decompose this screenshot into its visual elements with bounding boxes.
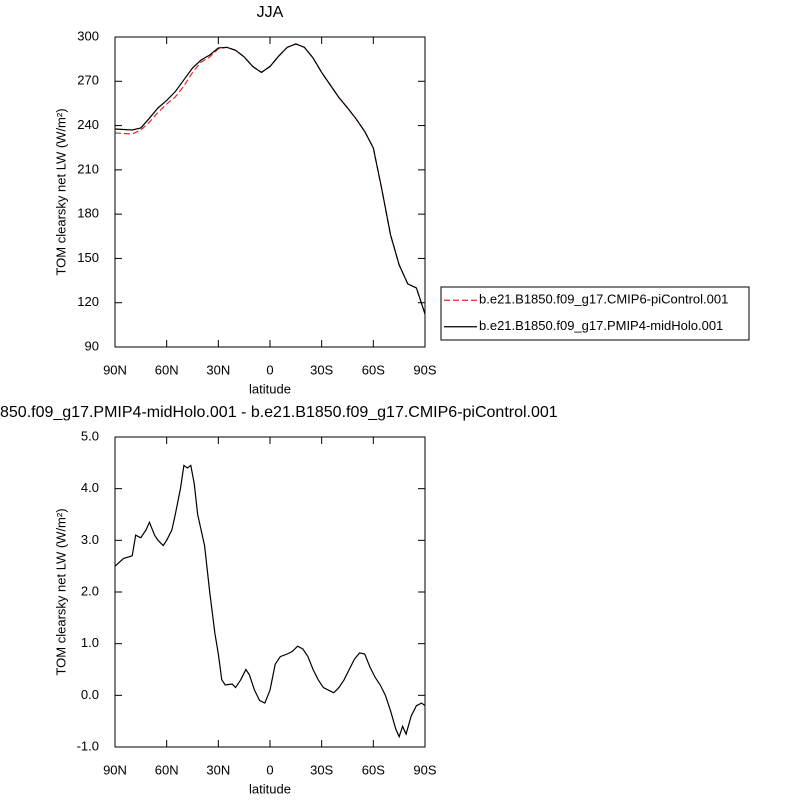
y-tick-label: 2.0 <box>81 583 99 598</box>
y-tick-label: 4.0 <box>81 480 99 495</box>
x-tick-label: 60S <box>362 762 385 777</box>
y-tick-label: 210 <box>77 161 99 176</box>
y-tick-label: -1.0 <box>77 738 99 753</box>
chart-title: 850.f09_g17.PMIP4-midHolo.001 - b.e21.B1… <box>0 404 558 421</box>
x-tick-label: 60N <box>155 362 179 377</box>
y-tick-label: 1.0 <box>81 635 99 650</box>
y-tick-label: 300 <box>77 28 99 43</box>
x-tick-label: 30N <box>206 362 230 377</box>
data-line <box>114 43 426 315</box>
x-tick-label: 30S <box>310 362 333 377</box>
y-tick-label: 120 <box>77 294 99 309</box>
y-tick-label: 240 <box>77 117 99 132</box>
data-line <box>114 43 426 315</box>
x-tick-label: 30S <box>310 762 333 777</box>
plot-frame <box>114 436 426 748</box>
data-line <box>114 464 426 739</box>
x-tick-label: 60N <box>155 762 179 777</box>
legend-label: b.e21.B1850.f09_g17.CMIP6-piControl.001 <box>479 292 728 307</box>
y-tick-label: 270 <box>77 73 99 88</box>
y-axis-label: TOM clearsky net LW (W/m²) <box>53 108 68 275</box>
y-tick-label: 0.0 <box>81 687 99 702</box>
plot-frame <box>114 36 426 348</box>
y-tick-label: 180 <box>77 206 99 221</box>
y-tick-label: 90 <box>85 338 99 353</box>
y-tick-label: 5.0 <box>81 428 99 443</box>
x-tick-label: 90S <box>413 362 436 377</box>
x-tick-label: 0 <box>266 762 273 777</box>
chart-title: JJA <box>257 4 284 21</box>
x-tick-label: 0 <box>266 362 273 377</box>
x-tick-label: 90S <box>413 762 436 777</box>
x-tick-label: 90N <box>103 362 127 377</box>
y-tick-label: 3.0 <box>81 532 99 547</box>
y-tick-label: 150 <box>77 250 99 265</box>
legend-label: b.e21.B1850.f09_g17.PMIP4-midHolo.001 <box>479 318 723 333</box>
legend-box <box>440 286 750 341</box>
x-axis-label: latitude <box>249 781 291 796</box>
y-axis-label: TOM clearsky net LW (W/m²) <box>53 508 68 675</box>
x-tick-label: 90N <box>103 762 127 777</box>
x-axis-label: latitude <box>249 381 291 396</box>
x-tick-label: 30N <box>206 762 230 777</box>
x-tick-label: 60S <box>362 362 385 377</box>
